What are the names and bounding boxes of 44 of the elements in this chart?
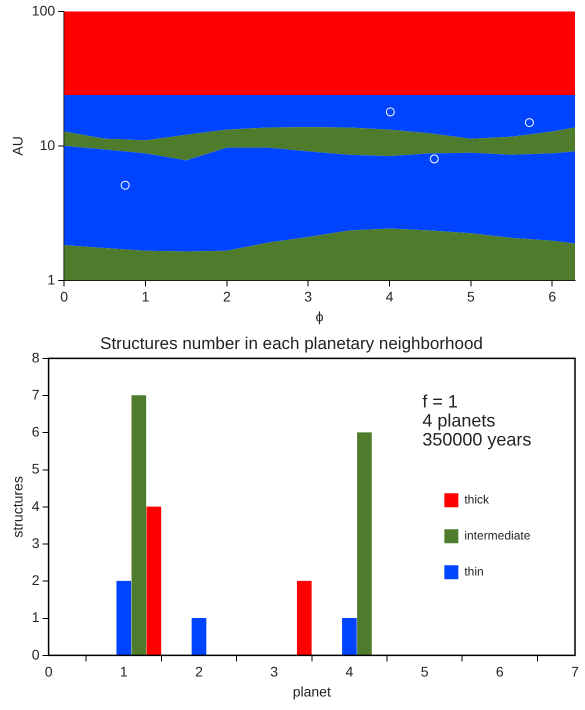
bar xyxy=(342,618,357,656)
x-axis-title: ϕ xyxy=(316,308,324,324)
x-tick-label: 6 xyxy=(548,288,556,305)
x-tick-label: 6 xyxy=(496,664,504,680)
chart-title: Structures number in each planetary neighborhood xyxy=(100,334,483,353)
x-tick-label: 2 xyxy=(222,288,231,305)
y-tick-label: 10 xyxy=(40,136,56,153)
x-tick-label: 4 xyxy=(386,288,394,305)
y-tick-label: 6 xyxy=(32,424,40,440)
x-tick-label: 5 xyxy=(420,664,429,680)
y-tick-label: 0 xyxy=(32,646,40,662)
bar xyxy=(146,506,162,656)
bar xyxy=(296,580,312,656)
annotation: f = 1 xyxy=(422,391,458,412)
y-tick-label: 3 xyxy=(32,534,40,551)
x-tick-label: 1 xyxy=(142,288,150,305)
x-tick-label: 2 xyxy=(195,664,204,680)
legend-label: thick xyxy=(464,492,490,507)
y-tick-label: 8 xyxy=(32,349,40,366)
x-axis-title: planet xyxy=(292,683,331,700)
x-tick-label: 5 xyxy=(466,288,475,305)
y-tick-label: 5 xyxy=(32,460,40,477)
y-tick-label: 2 xyxy=(32,572,40,588)
x-tick-label: 4 xyxy=(345,664,354,680)
x-tick-label: 1 xyxy=(120,664,128,680)
bar xyxy=(192,618,206,656)
y-axis-title: AU xyxy=(9,136,26,156)
x-tick-label: 7 xyxy=(571,664,580,680)
x-tick-label: 0 xyxy=(60,288,68,305)
bar xyxy=(116,580,132,656)
x-tick-label: 3 xyxy=(304,288,312,305)
y-tick-label: 1 xyxy=(47,271,56,288)
annotation: 350000 years xyxy=(422,429,532,450)
annotation: 4 planets xyxy=(422,410,496,430)
y-tick-label: 1 xyxy=(32,609,40,626)
legend-label: intermediate xyxy=(464,528,531,543)
x-tick-label: 3 xyxy=(270,664,278,680)
y-axis-title: structures xyxy=(9,476,26,538)
legend-label: thin xyxy=(464,564,484,579)
y-tick-label: 100 xyxy=(32,2,56,18)
bar xyxy=(132,395,146,656)
bar xyxy=(357,432,372,656)
y-tick-label: 7 xyxy=(32,386,40,402)
y-tick-label: 4 xyxy=(32,498,40,514)
